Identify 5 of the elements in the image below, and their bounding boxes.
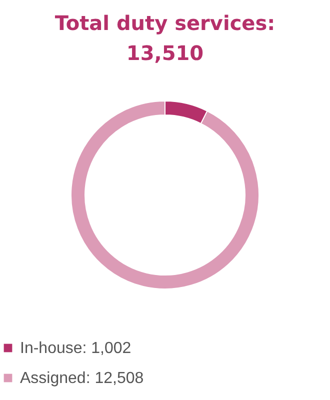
chart-subtitle: 13,510: [126, 41, 204, 65]
legend-label: Assigned: 12,508: [20, 370, 144, 387]
legend-label: In-house: 1,002: [20, 340, 132, 357]
donut-slice: [70, 100, 260, 290]
chart-title: Total duty services:: [54, 11, 276, 35]
